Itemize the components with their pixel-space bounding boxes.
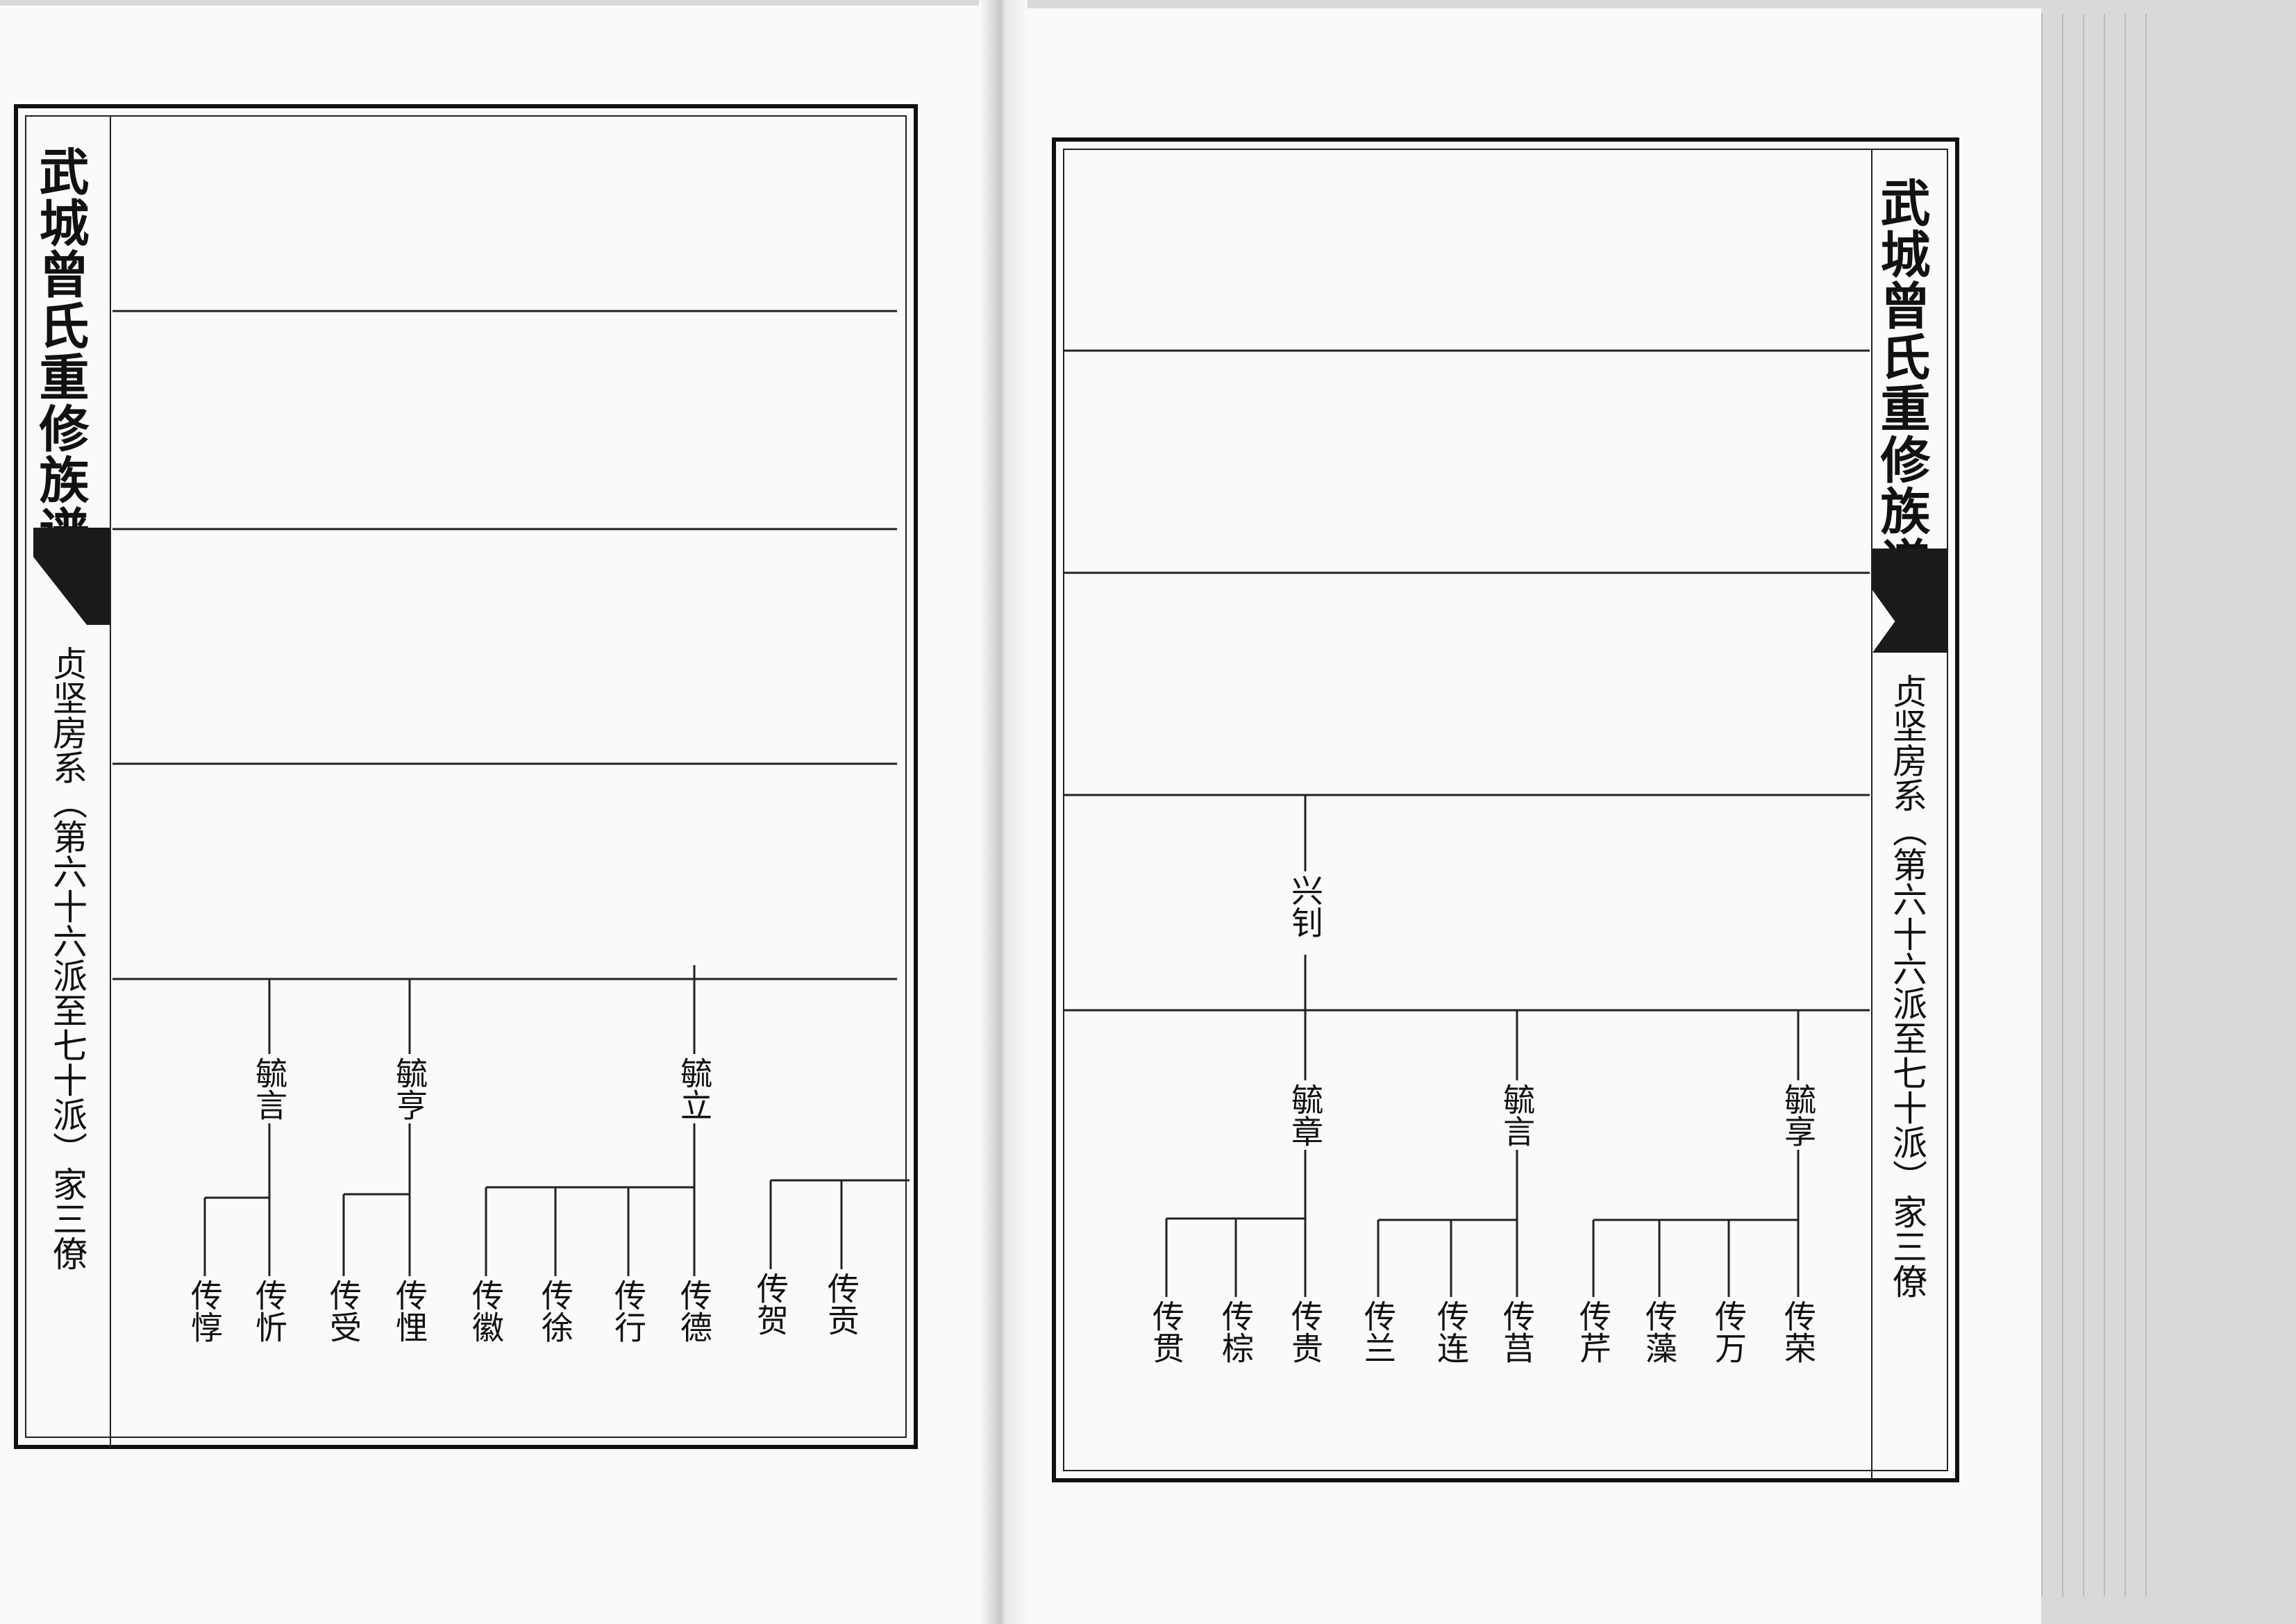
person-name: 传徽 (467, 1276, 505, 1346)
right-book-title: 武城曾氏重修族谱 (1872, 177, 1931, 588)
left-book-title: 武城曾氏重修族谱 (31, 146, 90, 557)
person-name: 传惇 (186, 1276, 224, 1346)
book-gutter (979, 0, 1028, 1624)
left-page-frame (14, 104, 918, 1449)
person-name: 传棕 (1217, 1297, 1255, 1366)
person-name: 传荣 (1779, 1297, 1817, 1366)
person-name: 传芹 (1575, 1297, 1612, 1366)
person-name: 传贺 (752, 1269, 789, 1339)
person-name: 毓亨 (391, 1054, 428, 1123)
person-name: 毓享 (1779, 1080, 1817, 1150)
person-name: 传徐 (537, 1276, 574, 1346)
person-name: 传行 (610, 1276, 647, 1346)
left-page (0, 6, 1007, 1624)
left-subtitle: 贞坚房系（第六十六派至七十派）家三僚 (47, 646, 87, 1271)
person-name: 传连 (1432, 1297, 1470, 1366)
person-name: 毓立 (676, 1054, 713, 1123)
person-name: 毓言 (251, 1054, 288, 1123)
person-name: 传贵 (1287, 1297, 1324, 1366)
person-name: 兴钊 (1287, 871, 1324, 941)
person-name: 传莒 (1498, 1297, 1536, 1366)
person-name: 传兰 (1359, 1297, 1397, 1366)
right-subtitle: 贞坚房系（第六十六派至七十派）家三僚 (1887, 673, 1927, 1298)
person-name: 毓言 (1498, 1080, 1536, 1150)
right-page-frame (1052, 137, 1959, 1482)
person-name: 传悝 (391, 1276, 428, 1346)
person-name: 传藻 (1641, 1297, 1678, 1366)
person-name: 毓章 (1287, 1080, 1324, 1150)
person-name: 传受 (325, 1276, 362, 1346)
person-name: 传万 (1710, 1297, 1748, 1366)
person-name: 传德 (676, 1276, 713, 1346)
person-name: 传贯 (1148, 1297, 1185, 1366)
person-name: 传贡 (823, 1269, 860, 1339)
person-name: 传忻 (251, 1276, 288, 1346)
page-edges (2034, 14, 2180, 1597)
